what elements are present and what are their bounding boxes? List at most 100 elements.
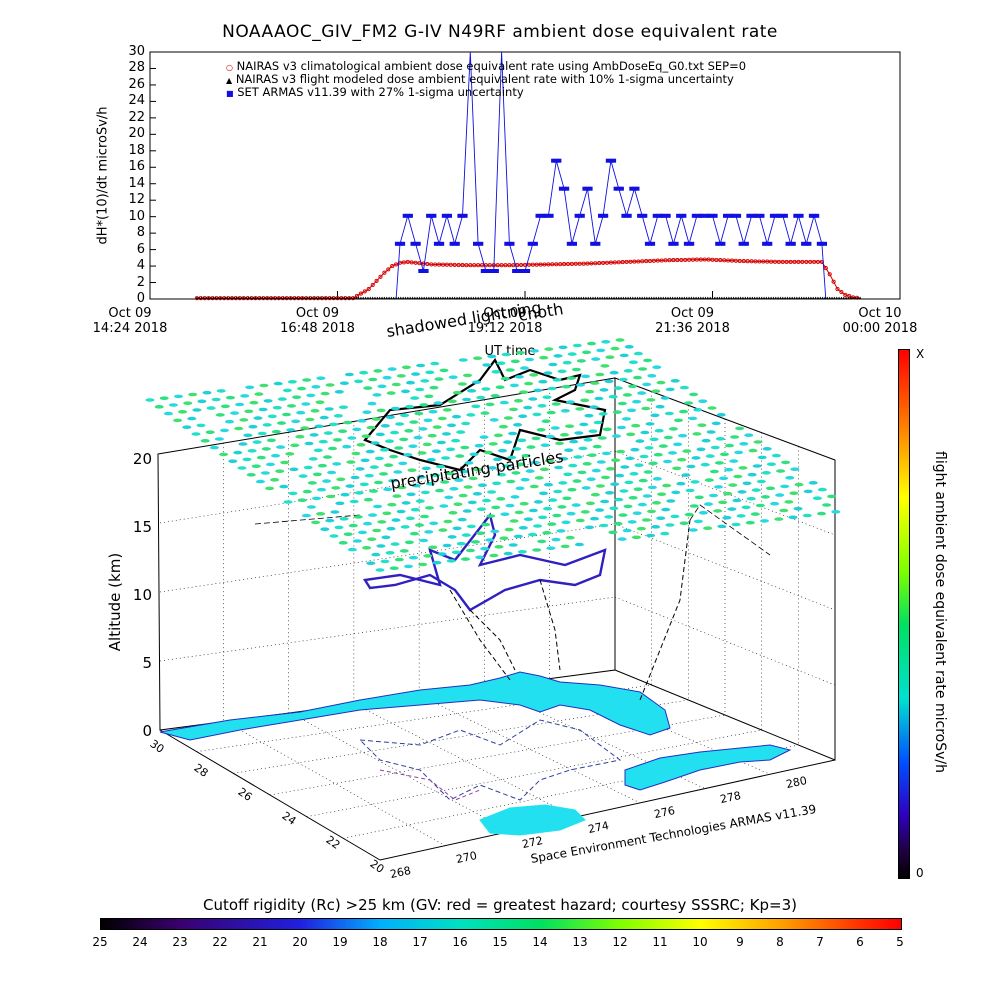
nairas-flight-point bbox=[582, 296, 585, 299]
armas-point bbox=[651, 241, 656, 246]
particle-dot bbox=[481, 387, 491, 391]
nairas-flight-point bbox=[434, 296, 438, 299]
particle-dot bbox=[582, 462, 592, 466]
particle-dot bbox=[353, 515, 363, 519]
nairas-flight-point bbox=[753, 296, 757, 299]
particle-dot bbox=[788, 515, 798, 520]
particle-dot bbox=[191, 432, 201, 436]
particle-dot bbox=[365, 449, 375, 454]
particle-dot bbox=[253, 416, 263, 420]
nairas-flight-point bbox=[211, 296, 215, 299]
particle-dot bbox=[438, 528, 448, 532]
particle-dot bbox=[271, 429, 281, 434]
armas-point bbox=[699, 213, 704, 218]
particle-dot bbox=[627, 408, 637, 413]
particle-dot bbox=[290, 443, 300, 448]
particle-dot bbox=[548, 498, 558, 502]
particle-dot bbox=[411, 372, 421, 376]
particle-dot bbox=[537, 404, 547, 408]
armas-point bbox=[424, 269, 429, 273]
particle-dot bbox=[644, 446, 654, 450]
particle-dot bbox=[625, 456, 635, 461]
particle-dot bbox=[397, 485, 407, 490]
particle-dot bbox=[463, 485, 473, 489]
particle-dot bbox=[684, 401, 694, 405]
nairas-flight-point bbox=[385, 296, 389, 299]
particle-dot bbox=[633, 487, 643, 491]
nairas-flight-point bbox=[254, 296, 257, 299]
particle-dot bbox=[262, 423, 272, 427]
nairas-flight-point bbox=[823, 296, 827, 299]
nairas-flight-point bbox=[197, 296, 201, 299]
nairas-point bbox=[530, 262, 535, 267]
particle-dot bbox=[599, 523, 609, 528]
particle-dot bbox=[386, 391, 396, 395]
particle-dot bbox=[351, 451, 361, 456]
nairas-flight-point bbox=[837, 296, 841, 299]
armas-point bbox=[738, 241, 743, 246]
armas-point bbox=[762, 241, 767, 246]
nairas-flight-point bbox=[350, 296, 353, 299]
nairas-flight-point bbox=[821, 296, 825, 299]
particle-dot bbox=[371, 417, 381, 421]
nairas-flight-point bbox=[235, 296, 239, 299]
particle-dot bbox=[362, 546, 372, 550]
particle-dot bbox=[369, 489, 378, 493]
particle-dot bbox=[305, 417, 315, 422]
nairas-flight-point bbox=[502, 296, 506, 299]
armas-point bbox=[713, 213, 718, 218]
nairas-flight-point bbox=[767, 296, 771, 299]
particle-dot bbox=[665, 523, 675, 527]
particle-dot bbox=[714, 485, 723, 489]
armas-point bbox=[690, 241, 695, 246]
legend-item-nairas-climatological: ○ NAIRAS v3 climatological ambient dose … bbox=[226, 59, 746, 73]
particle-dot bbox=[493, 433, 503, 438]
armas-point bbox=[421, 269, 426, 273]
particle-dot bbox=[517, 550, 527, 554]
nairas-flight-point bbox=[757, 296, 761, 299]
nairas-flight-point bbox=[678, 296, 682, 299]
nairas-flight-point bbox=[303, 296, 307, 299]
nairas-flight-point bbox=[404, 296, 407, 299]
nairas-climatological-series bbox=[194, 257, 861, 301]
nairas-flight-point bbox=[307, 296, 311, 299]
nairas-flight-point bbox=[413, 296, 417, 299]
particle-dot bbox=[632, 511, 642, 515]
particle-dot bbox=[668, 427, 678, 431]
y-tick-label: 12 bbox=[128, 192, 145, 208]
particle-dot bbox=[742, 481, 752, 486]
particle-dot bbox=[401, 389, 410, 394]
nairas-flight-point bbox=[547, 296, 550, 299]
particle-dot bbox=[429, 385, 439, 390]
particle-dot bbox=[415, 387, 425, 392]
nairas-flight-point bbox=[263, 296, 267, 299]
particle-dot bbox=[443, 519, 453, 524]
nairas-flight-point bbox=[762, 296, 766, 299]
grid-line bbox=[289, 712, 511, 832]
particle-dot bbox=[407, 468, 417, 472]
particle-dot bbox=[272, 405, 282, 410]
nairas-flight-point bbox=[432, 296, 435, 299]
particle-dot bbox=[471, 404, 481, 409]
particle-dot bbox=[436, 440, 446, 445]
y-tick-label: 22 bbox=[128, 109, 145, 125]
particle-dot bbox=[238, 442, 248, 446]
particle-dot bbox=[270, 478, 280, 482]
particle-dot bbox=[406, 380, 415, 385]
particle-dot bbox=[822, 503, 832, 507]
particle-dot bbox=[581, 486, 591, 490]
nairas-flight-point bbox=[584, 296, 588, 299]
nairas-flight-point bbox=[687, 296, 691, 299]
particle-dot bbox=[339, 405, 348, 409]
nairas-flight-point bbox=[704, 296, 707, 299]
particle-dot bbox=[698, 399, 708, 403]
nairas-flight-point bbox=[479, 296, 482, 299]
particle-dot bbox=[547, 386, 557, 391]
nairas-flight-point bbox=[343, 296, 346, 299]
particle-dot bbox=[323, 455, 332, 459]
nairas-flight-point bbox=[460, 296, 464, 299]
particle-dot bbox=[551, 402, 561, 406]
nairas-point bbox=[433, 262, 438, 267]
particle-dot bbox=[406, 492, 416, 497]
particle-dot bbox=[596, 348, 606, 353]
